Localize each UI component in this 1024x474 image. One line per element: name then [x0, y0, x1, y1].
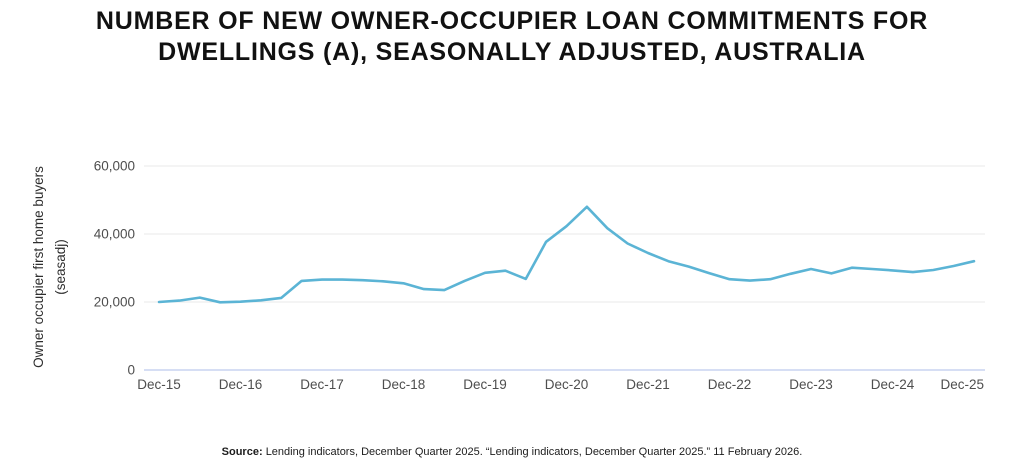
page-title: NUMBER OF NEW OWNER-OCCUPIER LOAN COMMIT… [0, 6, 1024, 68]
y-tick-label-60000: 60,000 [94, 159, 135, 174]
page-title-line2: DWELLINGS (A), SEASONALLY ADJUSTED, AUST… [158, 38, 866, 66]
y-tick-label-40000: 40,000 [94, 227, 135, 242]
x-tick-label-Dec-22: Dec-22 [708, 377, 752, 392]
source-text: Lending indicators, December Quarter 202… [265, 446, 803, 458]
x-tick-label-Dec-19: Dec-19 [463, 377, 507, 392]
x-tick-label-Dec-20: Dec-20 [545, 377, 589, 392]
x-tick-label-Dec-17: Dec-17 [300, 377, 344, 392]
x-tick-label-Dec-24: Dec-24 [871, 377, 915, 392]
x-tick-label-Dec-16: Dec-16 [219, 377, 263, 392]
data-series-line [157, 205, 976, 304]
x-tick-label-Dec-18: Dec-18 [382, 377, 426, 392]
page-title-line1: NUMBER OF NEW OWNER-OCCUPIER LOAN COMMIT… [95, 7, 929, 35]
x-tick-label-Dec-25: Dec-25 [940, 377, 984, 392]
source-note: Source: Lending indicators, December Qua… [0, 446, 1024, 458]
y-tick-label-0: 0 [127, 363, 135, 378]
x-tick-label-Dec-23: Dec-23 [789, 377, 833, 392]
source-label: Source: [221, 446, 263, 458]
x-tick-label-Dec-15: Dec-15 [137, 377, 181, 392]
y-tick-label-20000: 20,000 [94, 295, 135, 310]
x-tick-label-Dec-21: Dec-21 [626, 377, 670, 392]
